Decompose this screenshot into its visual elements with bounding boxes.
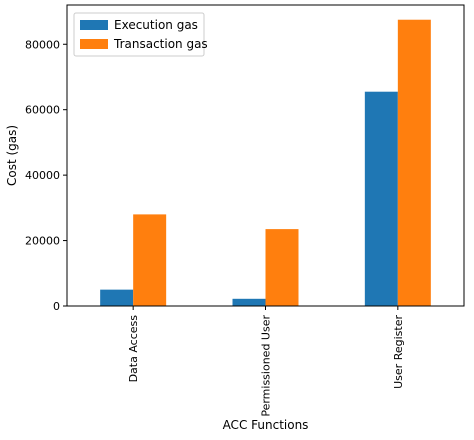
bar-transaction-gas-user-register [397, 19, 431, 306]
bar-transaction-gas-data-access [133, 214, 167, 306]
y-tick-label: 0 [53, 300, 60, 313]
x-tick-label: Permissioned User [260, 315, 273, 417]
legend-swatch-transaction-gas [80, 39, 108, 49]
bar-execution-gas-data-access [100, 289, 134, 306]
x-axis-label: ACC Functions [223, 418, 309, 432]
y-tick-label: 40000 [25, 169, 60, 182]
x-axis-ticks: Data Access Permissioned User User Registe… [127, 306, 405, 417]
y-tick-label: 80000 [25, 38, 60, 51]
bar-transaction-gas-permissioned-user [265, 229, 299, 306]
x-tick-label: User Register [392, 315, 405, 389]
bar-execution-gas-permissioned-user [232, 298, 266, 306]
y-tick-label: 20000 [25, 235, 60, 248]
legend-label-execution-gas: Execution gas [114, 18, 198, 32]
y-axis-label: Cost (gas) [5, 125, 19, 186]
legend: Execution gas Transaction gas [73, 12, 208, 57]
x-tick-label: Data Access [127, 315, 140, 383]
plot-frame [66, 4, 465, 307]
legend-swatch-execution-gas [80, 20, 108, 30]
legend-label-transaction-gas: Transaction gas [113, 37, 208, 51]
bars-group [100, 19, 431, 307]
bar-execution-gas-user-register [364, 91, 398, 307]
y-tick-label: 60000 [25, 104, 60, 117]
y-axis-ticks: 0 20000 40000 60000 80000 [25, 38, 67, 313]
